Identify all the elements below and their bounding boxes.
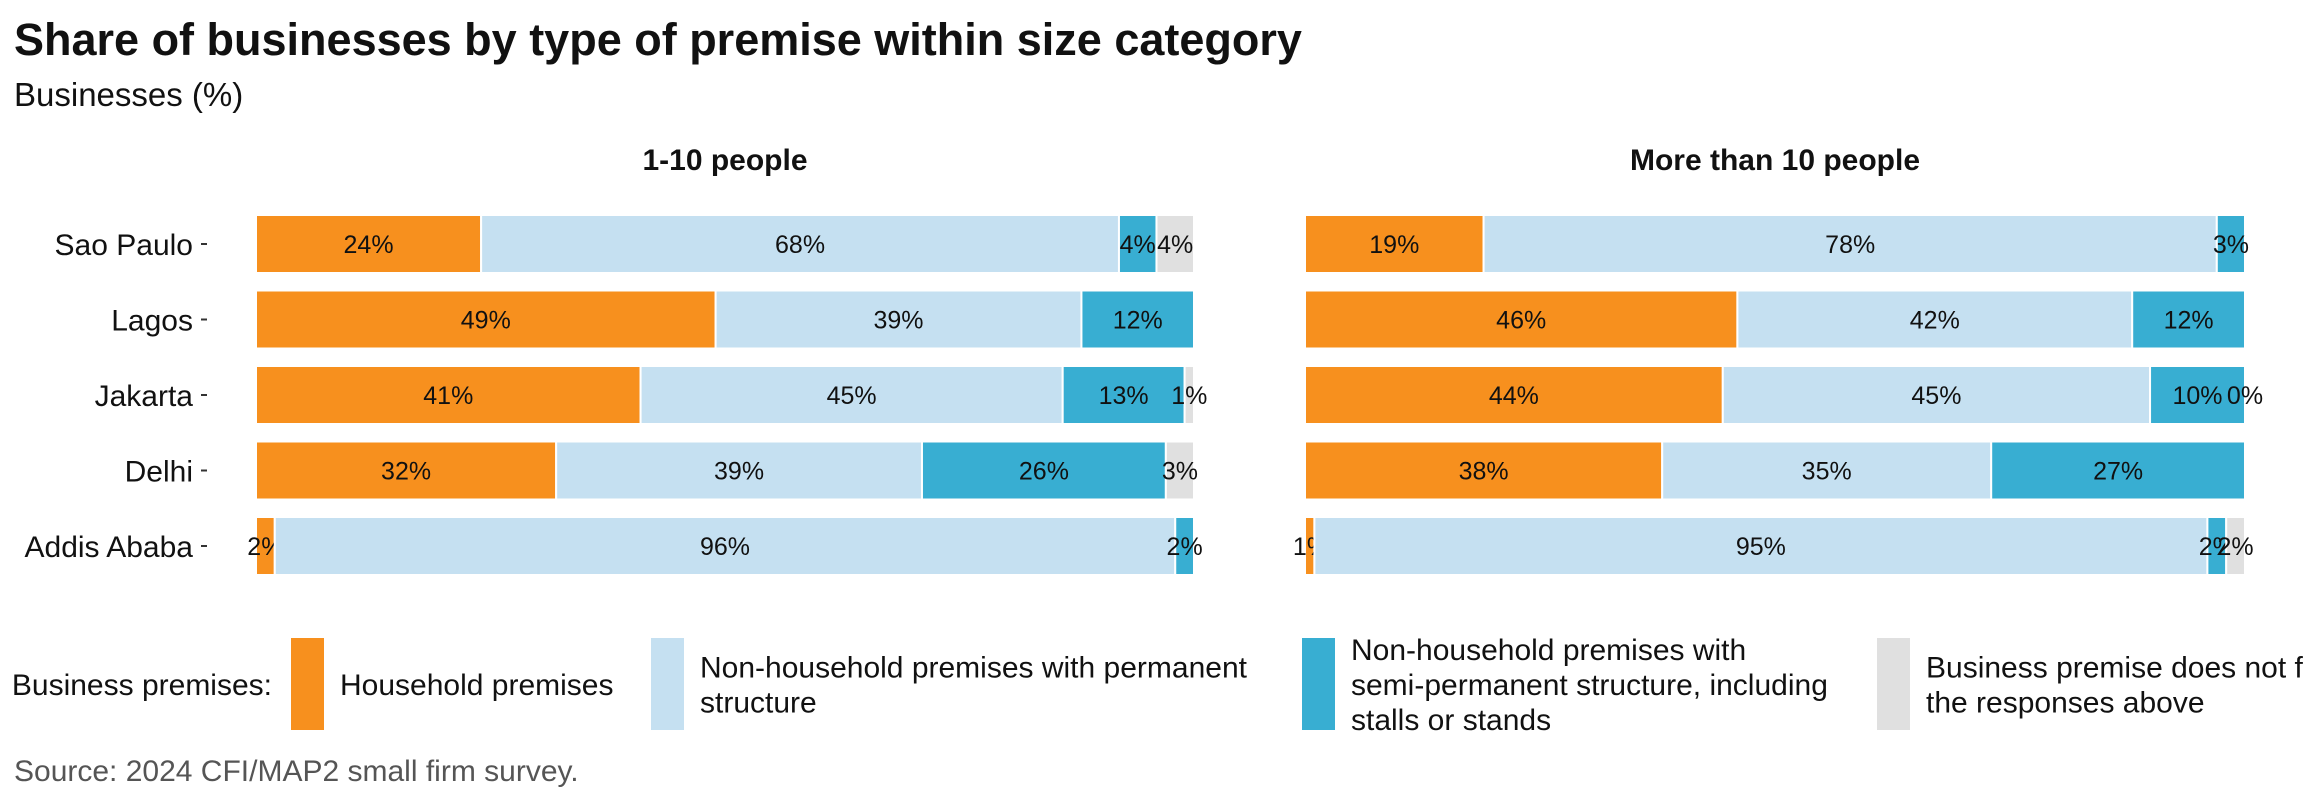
data-label-2-delhi-series-1: 38% <box>1459 458 1509 486</box>
data-label-1-addis-ababa-series-3: 2% <box>1167 533 1203 561</box>
data-label-1-sao-paulo-series-3: 4% <box>1120 231 1156 259</box>
bar-2-sao-paulo-series-1 <box>1304 214 1485 274</box>
bar-1-delhi-series-1 <box>255 440 558 501</box>
data-label-2-delhi-series-3: 27% <box>2093 458 2143 486</box>
legend-swatch-4 <box>1877 638 1910 730</box>
data-label-2-addis-ababa-series-4: 2% <box>2218 533 2254 561</box>
legend-swatch-1 <box>291 638 324 730</box>
data-label-2-addis-ababa-series-2: 95% <box>1736 533 1786 561</box>
data-label-1-delhi-series-4: 3% <box>1162 458 1198 486</box>
category-label-lagos: Lagos <box>111 305 193 338</box>
data-label-1-sao-paulo-series-1: 24% <box>344 231 394 259</box>
data-label-1-jakarta-series-2: 45% <box>827 382 877 410</box>
data-label-1-addis-ababa-series-2: 96% <box>700 533 750 561</box>
bar-1-jakarta-series-4 <box>1183 365 1195 425</box>
legend-label-3-line-3: stalls or stands <box>1351 704 1551 737</box>
legend-swatch-3 <box>1302 638 1335 730</box>
bar-1-lagos-series-2 <box>714 289 1083 350</box>
legend-title: Business premises: <box>12 669 272 702</box>
data-label-1-lagos-series-2: 39% <box>874 307 924 335</box>
legend-label-1-line-1: Household premises <box>340 669 613 702</box>
chart-subtitle: Businesses (%) <box>14 76 244 113</box>
category-label-addis-ababa: Addis Ababa <box>25 531 194 564</box>
legend-label-1: Household premises <box>340 669 613 702</box>
legend-label-2-line-2: structure <box>700 687 817 720</box>
data-label-2-sao-paulo-series-2: 78% <box>1825 231 1875 259</box>
data-label-1-delhi-series-3: 26% <box>1019 458 1069 486</box>
chart-source: Source: 2024 CFI/MAP2 small firm survey. <box>14 755 579 788</box>
bar-1-addis-ababa-series-3 <box>1174 516 1195 576</box>
data-label-2-jakarta-series-4: 0% <box>2227 382 2263 410</box>
data-label-2-jakarta-series-2: 45% <box>1911 382 1961 410</box>
chart-title: Share of businesses by type of premise w… <box>14 14 1302 65</box>
legend-label-4-line-1: Business premise does not fit <box>1926 652 2304 685</box>
category-label-delhi: Delhi <box>125 456 193 489</box>
legend-label-3-line-1: Non-household premises with <box>1351 634 1746 667</box>
data-label-1-sao-paulo-series-2: 68% <box>775 231 825 259</box>
data-label-1-lagos-series-1: 49% <box>461 307 511 335</box>
legend-label-4-line-2: the responses above <box>1926 687 2205 720</box>
bar-2-delhi-series-3 <box>1990 440 2246 501</box>
data-label-2-lagos-series-1: 46% <box>1496 307 1546 335</box>
bar-1-delhi-series-4 <box>1164 440 1195 501</box>
bar-2-jakarta-series-2 <box>1721 365 2152 425</box>
data-label-2-jakarta-series-1: 44% <box>1489 382 1539 410</box>
data-label-2-delhi-series-2: 35% <box>1802 458 1852 486</box>
data-label-1-jakarta-series-3: 13% <box>1099 382 1149 410</box>
legend-swatch-2 <box>651 638 684 730</box>
data-label-2-sao-paulo-series-3: 3% <box>2213 231 2249 259</box>
panel-title-1: 1-10 people <box>642 144 807 177</box>
bar-2-jakarta-series-1 <box>1304 365 1724 425</box>
bar-1-lagos-series-3 <box>1080 289 1195 350</box>
bar-2-delhi-series-2 <box>1661 440 1993 501</box>
bar-2-sao-paulo-series-3 <box>2215 214 2247 274</box>
data-label-1-sao-paulo-series-4: 4% <box>1157 231 1193 259</box>
bar-1-delhi-series-2 <box>555 440 923 501</box>
data-label-1-delhi-series-1: 32% <box>381 458 431 486</box>
legend-label-4: Business premise does not fit the respons… <box>1926 652 2304 720</box>
bar-2-lagos-series-2 <box>1736 289 2134 350</box>
category-label-jakarta: Jakarta <box>95 380 194 413</box>
bar-2-lagos-series-3 <box>2131 289 2246 350</box>
data-label-2-lagos-series-2: 42% <box>1910 307 1960 335</box>
data-label-1-jakarta-series-1: 41% <box>423 382 473 410</box>
bar-2-jakarta-series-3 <box>2149 365 2247 425</box>
bar-1-sao-paulo-series-2 <box>480 214 1120 274</box>
bar-1-lagos-series-1 <box>255 289 717 350</box>
data-label-2-jakarta-series-3: 10% <box>2173 382 2223 410</box>
bar-1-addis-ababa-series-2 <box>273 516 1177 576</box>
bar-1-sao-paulo-series-1 <box>255 214 483 274</box>
data-label-2-lagos-series-3: 12% <box>2164 307 2214 335</box>
bar-2-addis-ababa-series-4 <box>2225 516 2246 576</box>
data-label-1-delhi-series-2: 39% <box>714 458 764 486</box>
data-label-1-jakarta-series-4: 1% <box>1171 382 1207 410</box>
legend-label-3: Non-household premises with semi-permanen… <box>1351 634 1828 737</box>
bar-2-sao-paulo-series-2 <box>1482 214 2218 274</box>
data-label-1-lagos-series-3: 12% <box>1113 307 1163 335</box>
bar-2-addis-ababa-series-2 <box>1313 516 2209 576</box>
bar-1-sao-paulo-series-4 <box>1155 214 1195 274</box>
category-label-sao-paulo: Sao Paulo <box>55 229 193 262</box>
legend-label-3-line-2: semi-permanent structure, including <box>1351 669 1828 702</box>
panel-title-2: More than 10 people <box>1630 144 1920 177</box>
legend-label-2: Non-household premises with permanent str… <box>700 652 1248 720</box>
legend-label-2-line-1: Non-household premises with permanent <box>700 652 1248 685</box>
data-label-2-sao-paulo-series-1: 19% <box>1369 231 1419 259</box>
bar-1-jakarta-series-2 <box>639 365 1064 425</box>
